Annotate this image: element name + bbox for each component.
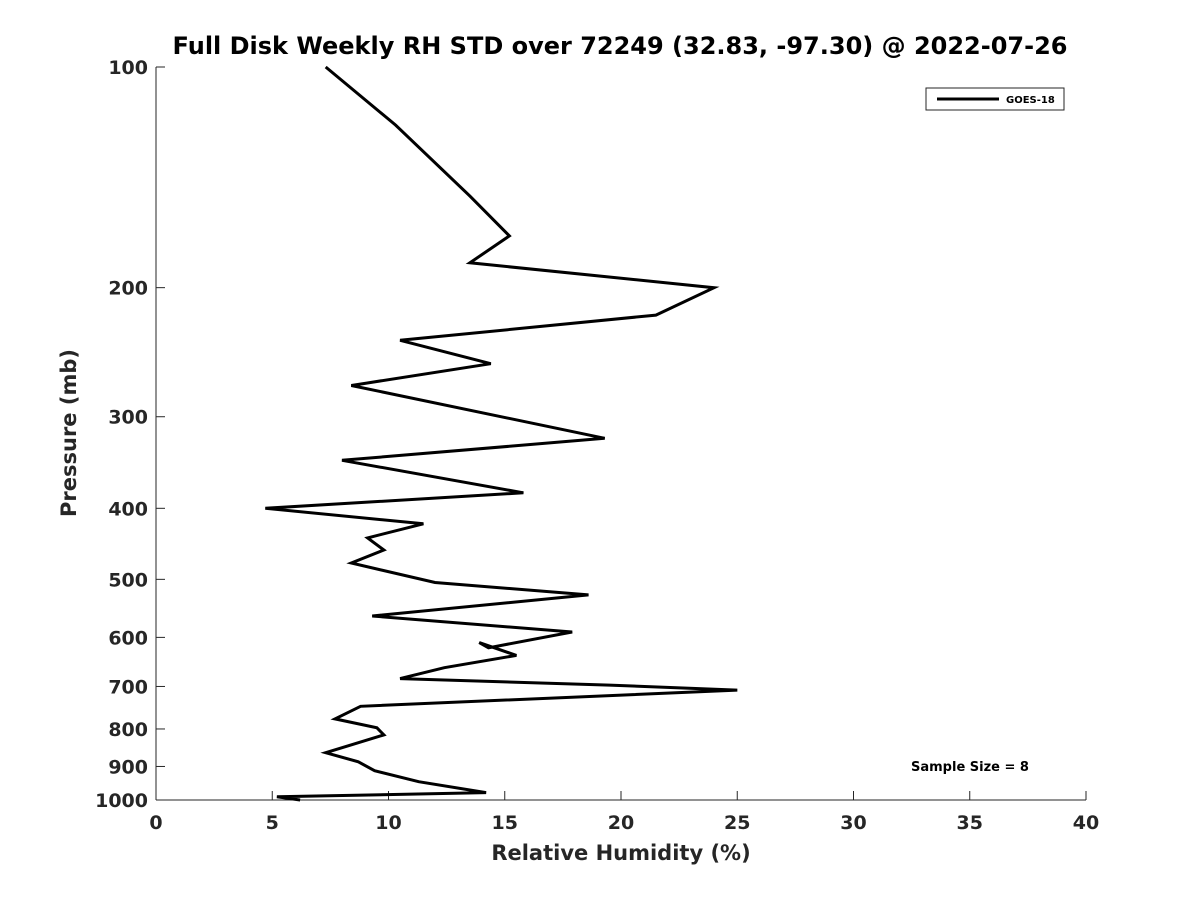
x-tick-label: 30	[840, 812, 866, 834]
legend-entry-goes-18: GOES-18	[1006, 95, 1055, 106]
y-tick-label: 900	[108, 756, 148, 778]
x-tick-label: 40	[1073, 812, 1099, 834]
y-tick-label: 1000	[95, 790, 148, 812]
y-tick-label: 200	[108, 278, 148, 300]
ticks: 0 5 10 15 20 25 30 35 40 100 200 300 400 500 600 700 800…	[95, 57, 1099, 834]
series-line-goes-18	[265, 65, 738, 802]
y-tick-label: 700	[108, 676, 148, 698]
y-tick-label: 500	[108, 569, 148, 591]
y-axis-label: Pressure (mb)	[57, 349, 81, 517]
chart-title: Full Disk Weekly RH STD over 72249 (32.8…	[173, 32, 1068, 60]
y-tick-label: 400	[108, 498, 148, 520]
y-tick-label: 600	[108, 627, 148, 649]
x-tick-label: 35	[957, 812, 983, 834]
y-tick-label: 800	[108, 719, 148, 741]
x-tick-label: 25	[724, 812, 750, 834]
x-tick-label: 0	[149, 812, 162, 834]
series-layer	[265, 65, 738, 802]
x-tick-label: 15	[492, 812, 518, 834]
x-tick-label: 10	[375, 812, 401, 834]
sample-size-annotation: Sample Size = 8	[911, 760, 1029, 775]
legend: GOES-18	[925, 87, 1065, 111]
y-tick-label: 100	[108, 57, 148, 79]
y-tick-label: 300	[108, 407, 148, 429]
x-tick-label: 20	[608, 812, 634, 834]
x-axis-label: Relative Humidity (%)	[491, 841, 750, 865]
x-tick-label: 5	[266, 812, 279, 834]
